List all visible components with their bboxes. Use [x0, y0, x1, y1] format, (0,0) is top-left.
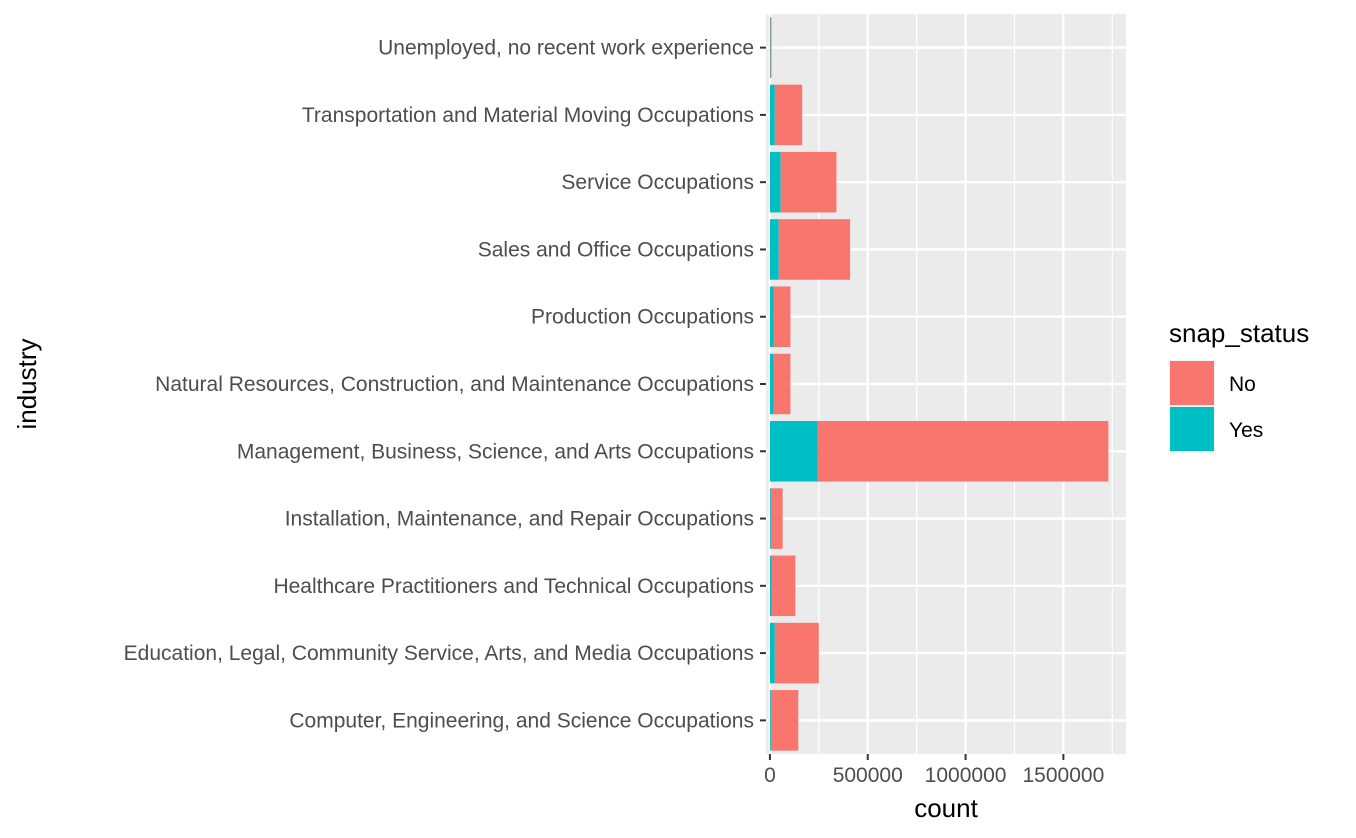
- x-tick-label: 1500000: [1023, 764, 1105, 787]
- bar-yes: [769, 555, 772, 617]
- bar-no: [774, 84, 803, 146]
- x-tick-label: 500000: [833, 764, 903, 787]
- y-axis: Unemployed, no recent work experience Tra…: [124, 37, 766, 732]
- bar-no: [817, 421, 1109, 482]
- legend-label-no: No: [1229, 373, 1256, 396]
- legend-key-no: [1170, 361, 1214, 405]
- bar-yes: [769, 286, 774, 347]
- x-tick-label: 1000000: [925, 764, 1007, 787]
- bar-no: [770, 17, 772, 78]
- y-tick-label: Transportation and Material Moving Occup…: [302, 104, 754, 127]
- bars: [769, 17, 1109, 751]
- bar-yes: [769, 421, 818, 482]
- bar-yes: [769, 151, 781, 213]
- bar-yes: [769, 84, 775, 146]
- y-tick-label: Installation, Maintenance, and Repair Oc…: [285, 508, 754, 531]
- bar-no: [773, 286, 791, 347]
- y-tick-label: Healthcare Practitioners and Technical O…: [273, 575, 754, 598]
- legend-label-yes: Yes: [1229, 419, 1263, 442]
- legend: snap_status No Yes: [1169, 318, 1309, 452]
- y-tick-label: Natural Resources, Construction, and Mai…: [155, 373, 754, 396]
- bar-yes: [769, 17, 771, 78]
- bar-no: [774, 622, 819, 684]
- x-axis: 0 500000 1000000 1500000: [764, 754, 1104, 787]
- y-tick-label: Production Occupations: [531, 306, 754, 329]
- bar-no: [770, 488, 783, 549]
- y-tick-label: Computer, Engineering, and Science Occup…: [289, 709, 754, 732]
- x-axis-title: count: [914, 793, 978, 823]
- bar-no: [778, 219, 851, 280]
- legend-title: snap_status: [1169, 318, 1309, 348]
- y-tick-label: Sales and Office Occupations: [478, 238, 754, 261]
- bar-no: [780, 151, 837, 213]
- y-tick-label: Education, Legal, Community Service, Art…: [124, 642, 754, 665]
- bar-yes: [769, 353, 774, 415]
- bar-no: [770, 690, 799, 751]
- bar-no: [773, 353, 791, 415]
- bar-no: [771, 555, 796, 617]
- bar-yes: [769, 488, 771, 549]
- y-tick-label: Unemployed, no recent work experience: [378, 37, 754, 60]
- y-tick-label: Management, Business, Science, and Arts …: [237, 440, 754, 463]
- bar-yes: [769, 219, 779, 280]
- legend-key-yes: [1170, 407, 1214, 451]
- bar-yes: [769, 690, 771, 751]
- x-tick-label: 0: [764, 764, 776, 787]
- bar-yes: [769, 622, 775, 684]
- y-tick-label: Service Occupations: [561, 171, 754, 194]
- y-axis-title: industry: [12, 338, 42, 429]
